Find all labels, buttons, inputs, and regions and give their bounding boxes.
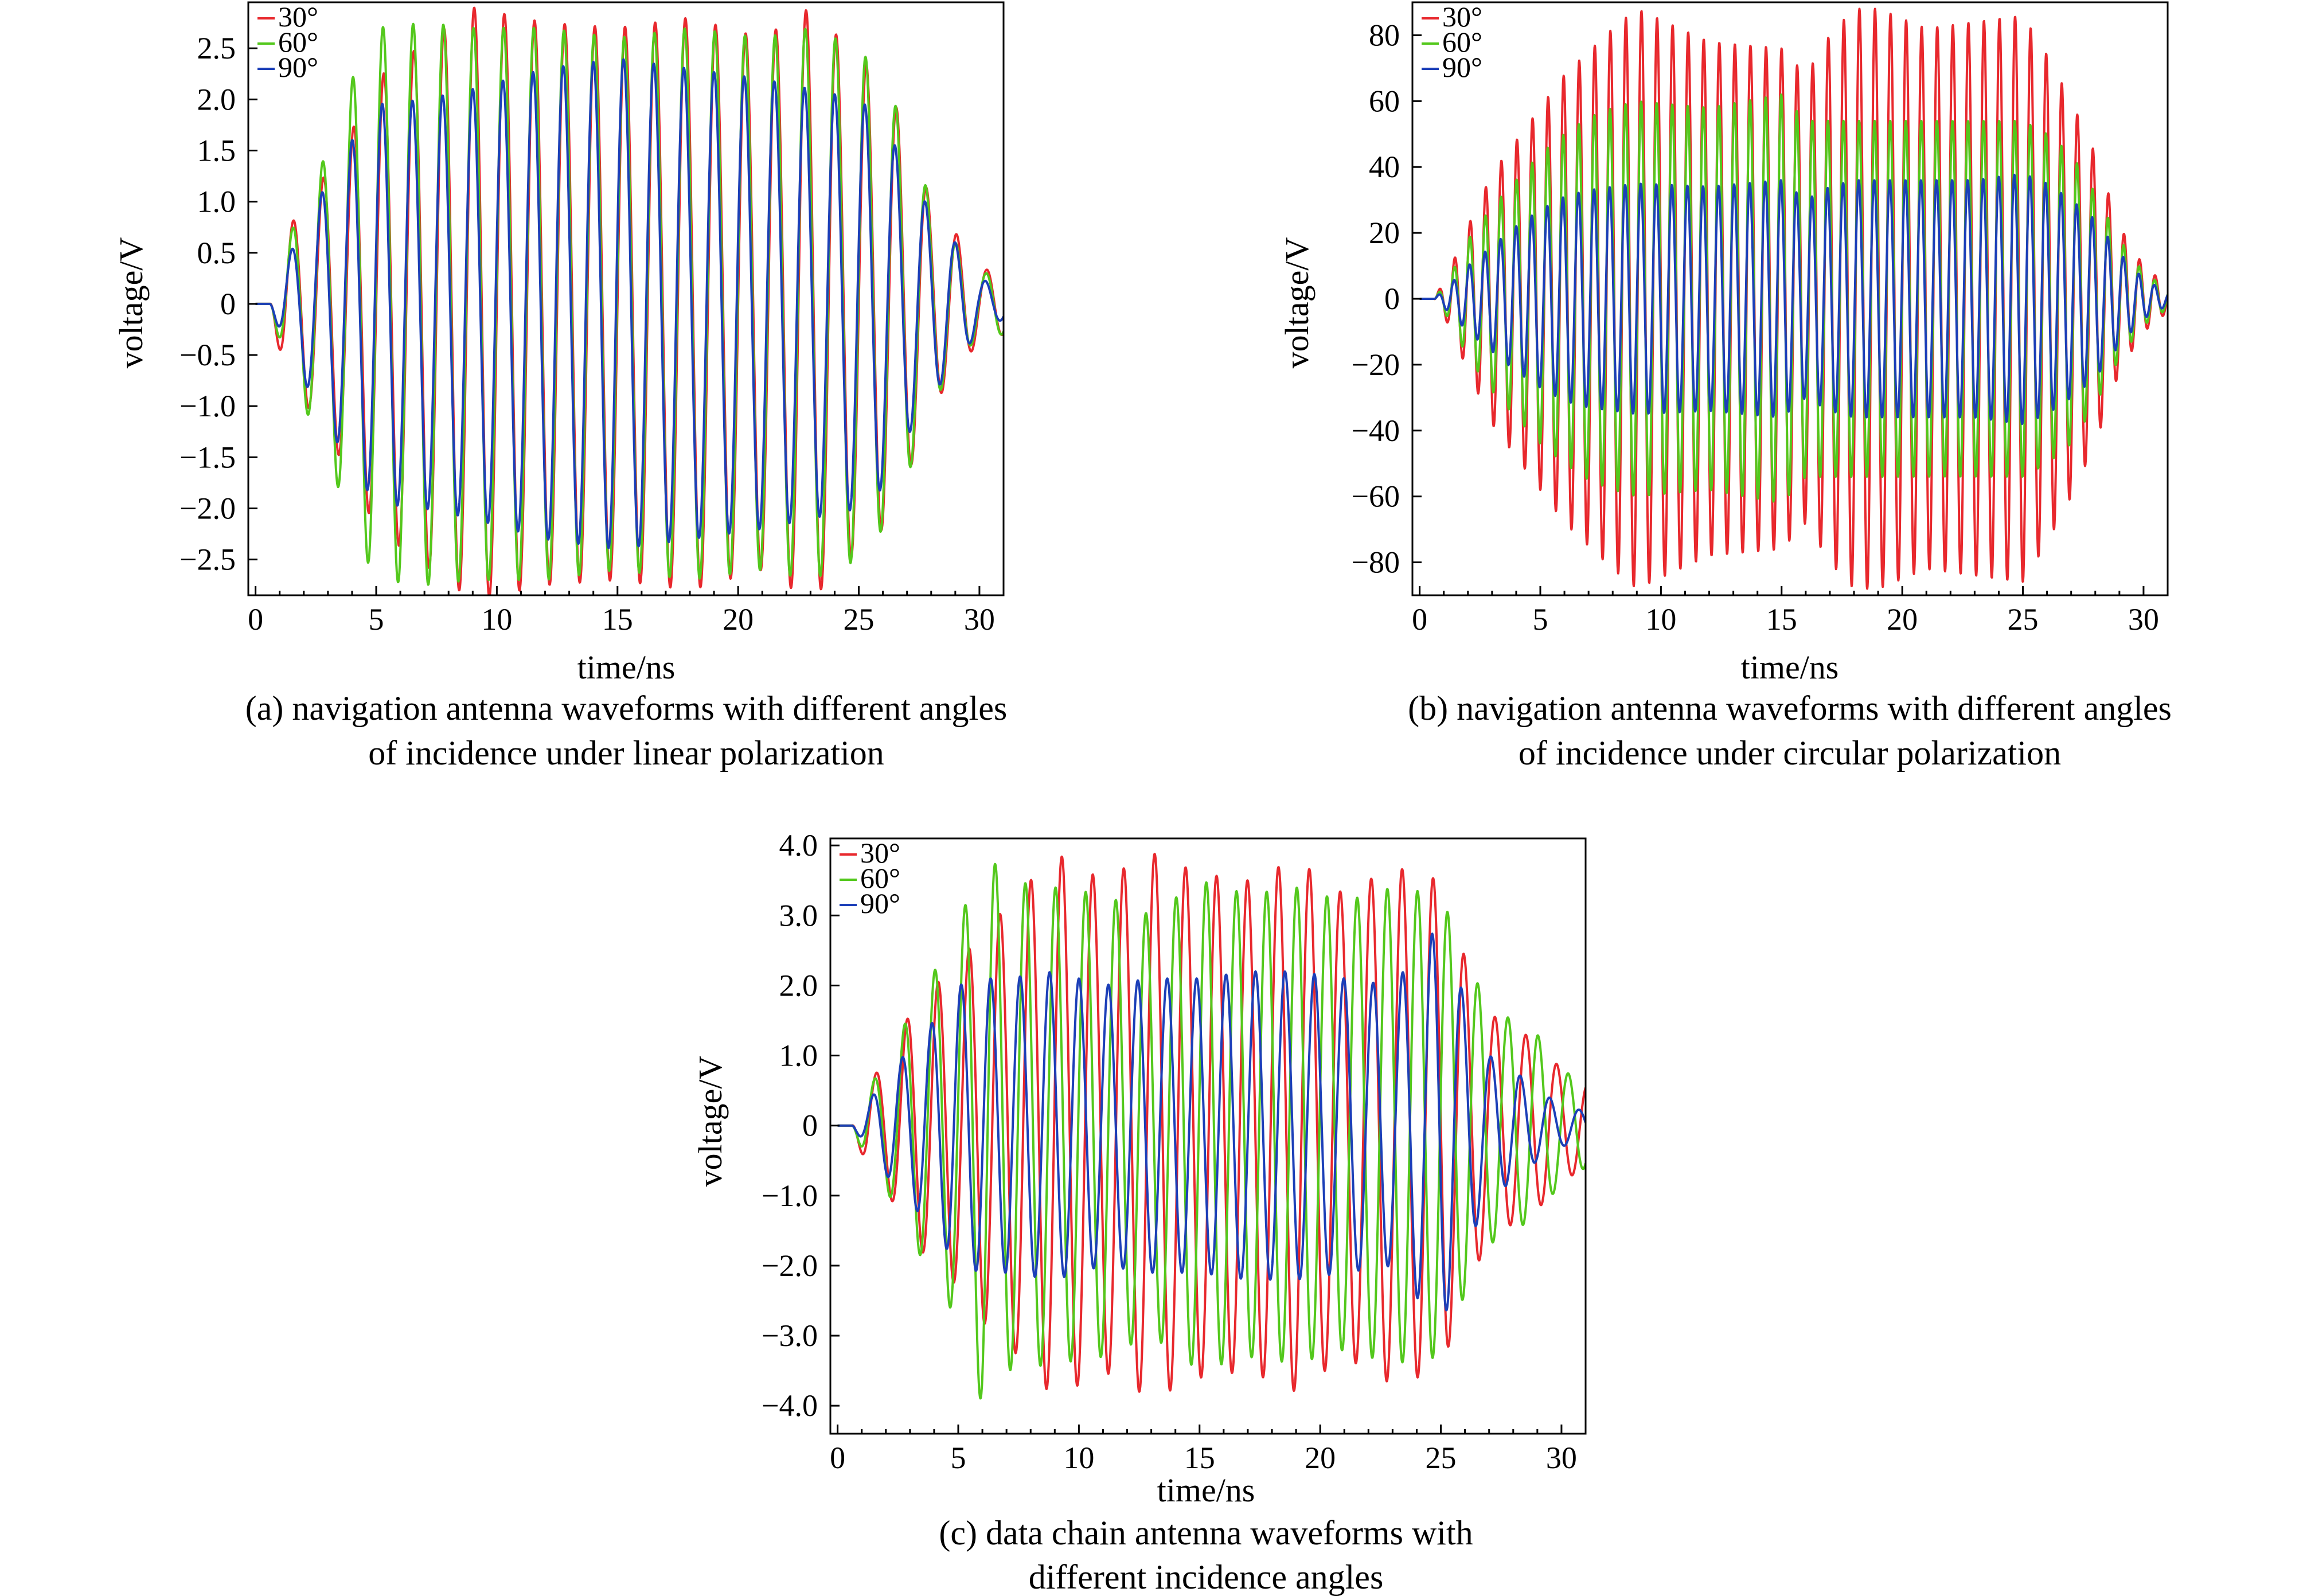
panel-c-y-axis-label: voltage/V [692,1056,729,1187]
panel-c-caption-line-1: (c) data chain antenna waveforms with [939,1514,1473,1552]
panel-a: 0 5 10 15 20 25 30 −2.5 −2.0 −1.5 −1.0 −0.5 0 0.5 1.0 1… [112,1,1007,772]
panel-a-x-tick-label: 20 [723,602,754,637]
panel-c-x-tick-label: 5 [951,1441,966,1475]
panel-a-y-tick-label: 1.0 [197,185,236,219]
panel-c-x-tick-label: 10 [1063,1441,1094,1475]
panel-b-y-tick-label: 20 [1369,216,1400,250]
panel-a-y-tick-label: 1.5 [197,134,236,168]
panel-b-y-tick-label: −20 [1352,348,1400,382]
panel-b: 0 5 10 15 20 25 30 −80 −60 −40 −20 0 20 40 60 80 30°60°9… [1278,1,2172,772]
panel-c-series-line-1 [837,863,1586,1400]
panel-a-caption-line-2: of incidence under linear polarization [368,734,884,772]
panel-a-x-tick-label: 0 [248,602,263,637]
panel-b-caption-line-1: (b) navigation antenna waveforms with di… [1408,689,2172,727]
panel-b-x-tick-label: 20 [1887,602,1918,637]
panel-c-y-tick-label: 3.0 [779,898,818,932]
panel-a-legend-label-1: 60° [278,26,318,58]
panel-a-x-axis-label: time/ns [577,649,676,686]
panel-c-y-tick-label: 4.0 [779,828,818,863]
panel-c-y-tick-label: −1.0 [762,1179,818,1213]
panel-a-y-tick-label: −2.5 [179,543,236,577]
panel-b-caption-line-2: of incidence under circular polarization [1519,734,2061,772]
panel-c-x-axis-label: time/ns [1157,1472,1255,1509]
panel-b-x-axis-label: time/ns [1741,649,1839,686]
panel-c-x-tick-label: 20 [1305,1441,1336,1475]
panel-c-y-tick-label: 2.0 [779,968,818,1002]
panel-b-x-tick-label: 0 [1412,602,1427,637]
panel-a-y-tick-label: 0.5 [197,236,236,270]
panel-b-plot-area: 0 5 10 15 20 25 30 −80 −60 −40 −20 0 20 40 60 80 30°60°9… [1352,1,2169,637]
panel-c-legend-label-1: 60° [860,862,900,894]
panel-b-series-line-2 [1419,173,2168,426]
panel-c-x-tick-label: 30 [1546,1441,1577,1475]
panel-c-caption-line-2: different incidence angles [1029,1558,1384,1596]
panel-a-y-tick-label: −0.5 [179,338,236,372]
panel-a-y-tick-label: 2.5 [197,31,236,65]
panel-a-y-tick-label: −1.5 [179,440,236,474]
panel-a-x-tick-label: 5 [369,602,384,637]
panel-b-y-tick-label: 80 [1369,18,1400,52]
panel-c-series-group [837,853,1586,1400]
panel-b-legend-label-2: 90° [1442,51,1482,83]
panel-c-y-tick-label: 1.0 [779,1039,818,1073]
panel-a-plot-area: 0 5 10 15 20 25 30 −2.5 −2.0 −1.5 −1.0 −0.5 0 0.5 1.0 1… [179,1,1005,637]
panel-c-series-line-2 [837,932,1586,1312]
panel-c-x-tick-label: 0 [830,1441,845,1475]
panel-a-x-tick-label: 30 [964,602,995,637]
panel-b-y-tick-label: −40 [1352,413,1400,448]
panel-c-legend-label-0: 30° [860,837,900,869]
panel-a-series-line-2 [255,58,1004,549]
panel-c-y-tick-label: −2.0 [762,1248,818,1283]
panel-b-y-tick-label: 40 [1369,150,1400,184]
panel-a-plot-frame [247,1,1005,596]
panel-b-legend-label-0: 30° [1442,1,1482,33]
panel-c-plot-area: 0 5 10 15 20 25 30 −4.0 −3.0 −2.0 −1.0 0 1.0 2.0 3.0 4.… [762,828,1587,1475]
panel-a-x-tick-label: 10 [481,602,512,637]
panel-b-x-tick-label: 10 [1645,602,1676,637]
panel-c-x-tick-label: 25 [1426,1441,1457,1475]
panel-b-series-group [1419,7,2168,590]
panel-a-y-tick-label: −2.0 [179,491,236,525]
panel-c-plot-frame [829,837,1587,1435]
panel-a-x-tick-label: 25 [844,602,875,637]
panel-a-legend-label-2: 90° [278,51,318,83]
panel-c-y-tick-label: −4.0 [762,1388,818,1423]
panel-b-y-tick-label: 60 [1369,84,1400,118]
panel-b-x-tick-label: 25 [2008,602,2039,637]
panel-c: 0 5 10 15 20 25 30 −4.0 −3.0 −2.0 −1.0 0 1.0 2.0 3.0 4.… [692,828,1587,1596]
panel-b-legend-label-1: 60° [1442,26,1482,58]
panel-c-y-tick-label: 0 [802,1109,818,1143]
panel-c-legend-label-2: 90° [860,887,900,919]
panel-b-y-axis-label: voltage/V [1278,237,1316,369]
panel-a-y-tick-label: 0 [220,287,236,321]
panel-a-y-tick-label: 2.0 [197,82,236,116]
panel-b-x-tick-label: 15 [1766,602,1797,637]
panel-a-caption-line-1: (a) navigation antenna waveforms with di… [245,689,1007,727]
panel-b-y-tick-label: −80 [1352,545,1400,580]
panel-a-y-axis-label: voltage/V [112,237,150,369]
panel-a-series-group [255,6,1004,595]
panel-b-y-tick-label: 0 [1384,282,1400,316]
panel-b-x-tick-label: 30 [2128,602,2159,637]
panel-a-x-tick-label: 15 [602,602,633,637]
panel-c-x-tick-label: 15 [1184,1441,1215,1475]
panel-b-x-tick-label: 5 [1533,602,1548,637]
panel-c-y-tick-label: −3.0 [762,1318,818,1353]
panel-b-y-tick-label: −60 [1352,479,1400,514]
panel-a-legend-label-0: 30° [278,1,318,33]
panel-a-y-tick-label: −1.0 [179,389,236,423]
